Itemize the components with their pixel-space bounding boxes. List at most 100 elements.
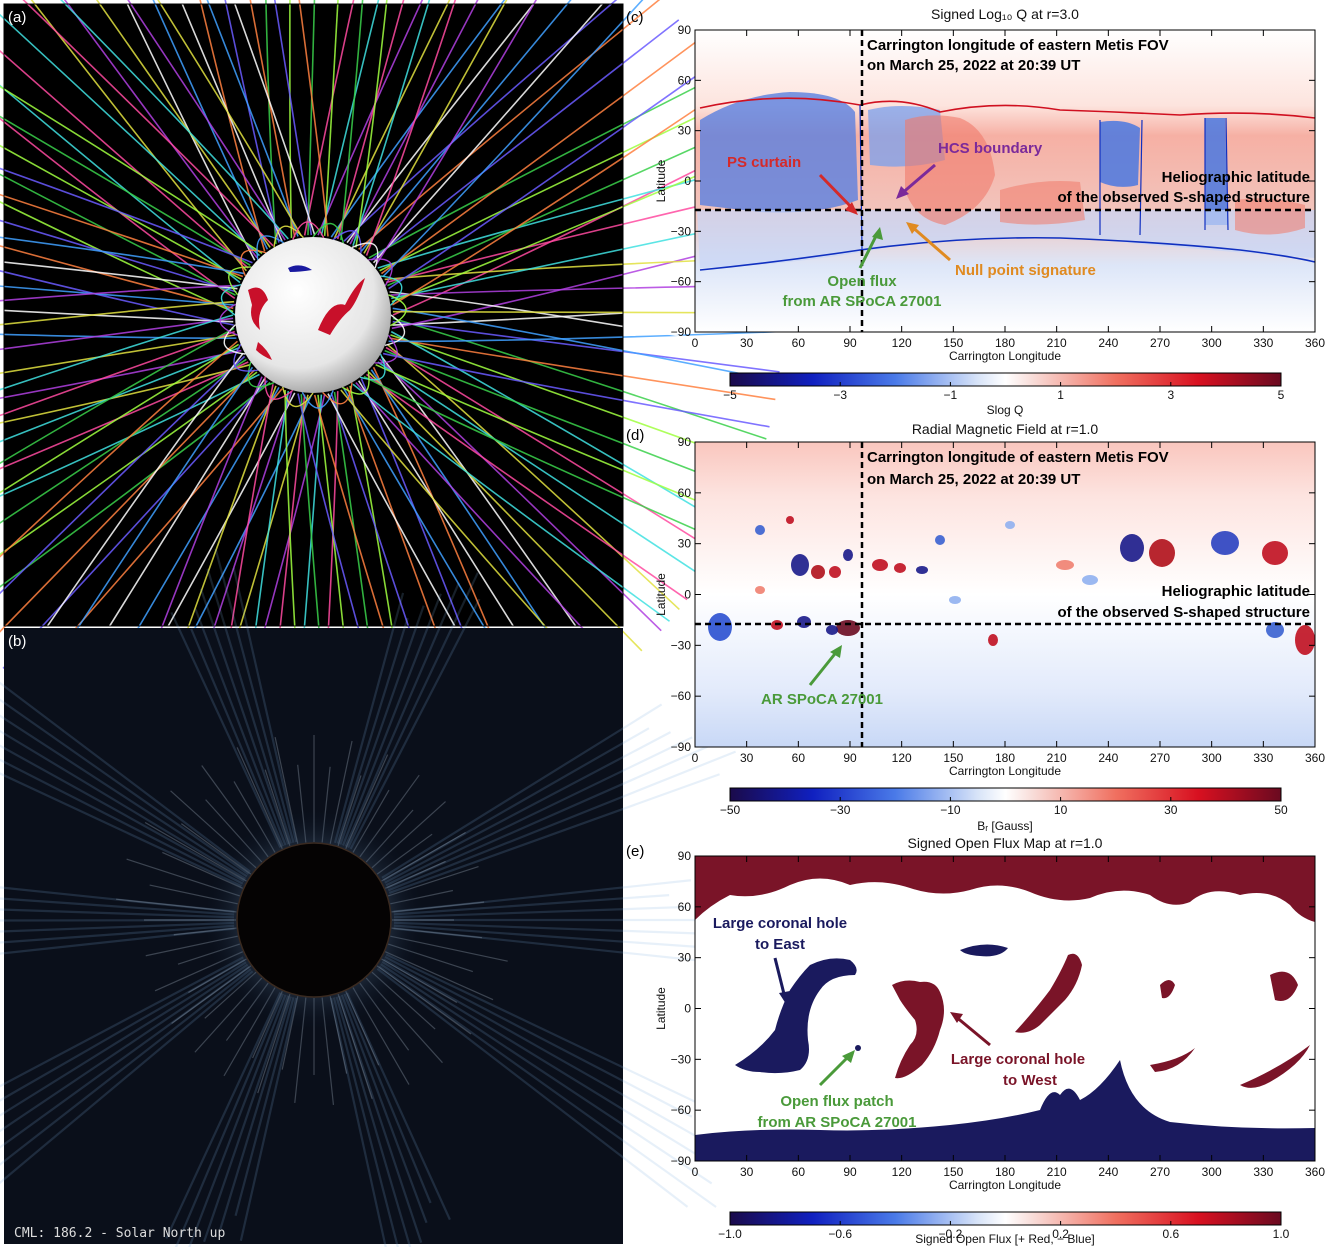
field-line [60,0,289,240]
y-tick-label: −60 [671,689,692,703]
y-tick-label: 90 [678,23,692,37]
corona-streamer [239,997,298,1242]
metis-annotation: on March 25, 2022 at 20:39 UT [867,471,1080,488]
positive-open-flux-patch [1270,971,1298,1001]
sun-polarity-patch [318,278,365,335]
field-line [343,0,618,242]
positive-open-flux-patch [1160,980,1175,999]
field-line [0,369,256,633]
colorbar-tick-label: 30 [1164,803,1178,817]
cml-caption: CML: 186.2 - Solar North up [14,1226,225,1241]
field-line [0,284,239,302]
y-axis-label: Latitude [654,159,668,202]
qsl-line [699,97,1316,119]
field-line [0,349,242,399]
field-line [0,361,249,470]
corona-streamer [188,994,287,1247]
field-line [360,0,572,252]
field-line [379,358,662,632]
x-tick-label: 120 [892,336,912,350]
panel-a-frame [3,3,624,627]
east-coronal-hole [735,958,857,1074]
panel-e-colorbar-ticks: −1.0 −0.6 −0.2 0.2 0.6 1.0 [718,1221,1290,1241]
field-line [392,307,779,382]
field-line [377,361,704,578]
x-tick-label: 210 [1047,1165,1067,1179]
field-line [30,0,247,272]
field-line [199,0,266,252]
closed-field-loop [220,283,242,316]
corona-streamer [0,698,250,875]
corona-streamer [232,567,298,843]
field-line [387,124,744,287]
field-line [289,0,293,238]
polarity-blob [1211,531,1239,555]
east-hole-annotation: to East [755,936,805,953]
x-tick-label: 270 [1150,1165,1170,1179]
field-line [179,0,283,242]
corona-streamer [0,681,251,873]
x-tick-label: 0 [692,1165,699,1179]
y-tick-label: 60 [678,900,692,914]
negative-open-flux-south [695,1060,1315,1161]
field-line [355,382,622,671]
panel-b: (b) CML: 186.2 - Solar North up [0,548,738,1247]
field-line [12,353,244,677]
corona-streamer [393,905,687,919]
corona-streamer [174,993,284,1247]
x-tick-label: 150 [943,1165,963,1179]
corona-streamer [194,608,287,846]
x-tick-label: 330 [1253,336,1273,350]
panel-e-colorbar-label: Signed Open Flux [+ Red, − Blue] [915,1232,1094,1246]
x-axis-label: Carrington Longitude [949,349,1061,363]
panel-e-title: Signed Open Flux Map at r=1.0 [908,835,1103,851]
panel-d-colorbar [729,787,1282,802]
positive-q-region [1000,181,1085,225]
field-line [22,0,274,247]
x-axis-label: Carrington Longitude [949,1178,1061,1192]
x-tick-label: 300 [1202,1165,1222,1179]
corona-streamer [206,568,292,844]
field-line [0,355,246,595]
x-tick-label: 180 [995,336,1015,350]
field-line [0,317,234,350]
field-line [249,0,296,238]
corona-streamer [340,994,428,1224]
polarity-blob [1082,575,1098,585]
y-tick-label: 30 [678,537,692,551]
panel-c: (c) Signed Log₁₀ Q at r=3.0 0 30 60 90 120 15… [626,6,1325,417]
corona-streamer [393,924,738,951]
y-tick-label: −30 [671,638,692,652]
br-map [695,442,1315,747]
closed-field-loop [256,235,285,260]
field-line [0,309,234,323]
x-tick-label: 90 [843,1165,857,1179]
field-line [377,162,759,269]
y-tick-label: 90 [678,849,692,863]
x-tick-label: 120 [892,1165,912,1179]
closed-field-loop [374,334,398,364]
polarity-blob [708,613,732,641]
positive-open-flux-patch [1150,1048,1195,1072]
closed-field-loop [332,230,362,254]
x-tick-label: 300 [1202,751,1222,765]
field-line [363,375,725,543]
null-point-arrowhead [906,222,919,234]
corona-streamer [0,897,235,916]
field-line [391,150,754,303]
colorbar-tick-label: 10 [1054,803,1068,817]
corona-streamer [384,955,693,1118]
field-line [384,349,749,493]
ar-annotation: AR SPoCA 27001 [761,691,883,708]
field-line [392,142,751,316]
panel-c-colorbar [729,372,1282,387]
colorbar-tick-label: 0.6 [1162,1227,1179,1241]
corona-streamer [336,617,409,844]
field-line [0,115,251,266]
field-line [372,0,607,264]
x-tick-label: 30 [740,336,754,350]
field-line [0,193,244,278]
polarity-blob [791,554,809,576]
field-line [206,0,299,237]
